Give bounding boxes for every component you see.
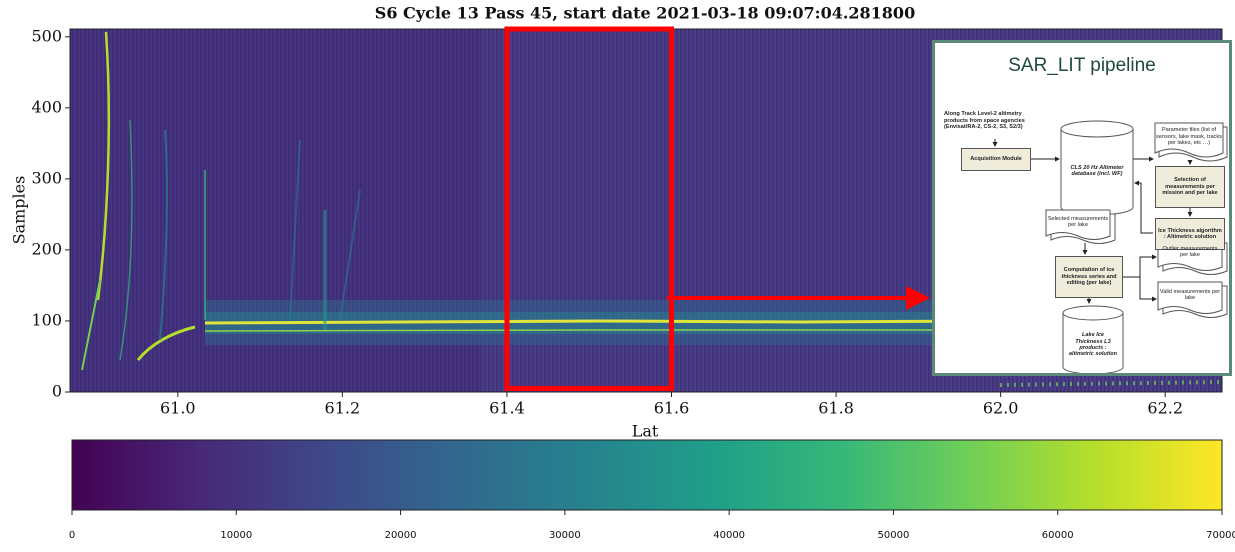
colorbar-tick-label: 30000: [549, 530, 581, 541]
colorbar-tick-label: 70000: [1206, 530, 1235, 541]
process-box: Computation of ice thickness series and …: [1055, 256, 1123, 298]
x-axis-label: Lat: [632, 422, 659, 441]
y-axis-label: Samples: [10, 176, 29, 245]
colorbar-tick-label: 50000: [878, 530, 910, 541]
x-tick-label: 61.2: [325, 399, 361, 418]
colorbar-tick-label: 40000: [713, 530, 745, 541]
source-text: Along Track Level-2 altimetry products f…: [944, 111, 1025, 131]
colorbar-tick-label: 10000: [220, 530, 252, 541]
document: Outlier measurements per lake: [1162, 245, 1218, 258]
y-tick-label: 400: [31, 97, 62, 116]
database: CLS 20 Hz Altimeter database (incl. WF): [1070, 164, 1124, 177]
x-tick-label: 61.4: [489, 399, 525, 418]
x-tick-label: 62.0: [983, 399, 1019, 418]
inset-title: SAR_LIT pipeline: [1008, 55, 1156, 76]
x-tick-label: 61.8: [818, 399, 854, 418]
process-box: Ice Thickness algorithm : Altimetric sol…: [1155, 218, 1225, 250]
colorbar: [71, 439, 1223, 511]
document: Valid measurements per lake: [1159, 288, 1221, 301]
y-tick-label: 200: [31, 239, 62, 258]
inset-connectors: [992, 120, 1228, 373]
y-tick-label: 100: [31, 310, 62, 329]
x-tick-label: 61.6: [654, 399, 690, 418]
process-box: Selection of measurements per mission an…: [1155, 166, 1225, 208]
database: Lake Ice Thickness L3 products : altimet…: [1068, 332, 1118, 358]
colorbar-tick-label: 60000: [1042, 530, 1074, 541]
process-box: Acquisition Module: [961, 148, 1031, 171]
x-tick-label: 62.2: [1147, 399, 1183, 418]
highlight-box: [504, 26, 675, 391]
colorbar-tick-label: 20000: [385, 530, 417, 541]
colorbar-tick-label: 0: [69, 530, 75, 541]
x-tick-label: 61.0: [160, 399, 196, 418]
y-tick-label: 500: [31, 26, 62, 45]
y-tick-label: 300: [31, 168, 62, 187]
y-tick-label: 0: [52, 382, 62, 401]
inset-diagram: SAR_LIT pipeline Along Track Level-2 alt…: [932, 40, 1232, 376]
document: Parameter files (list of sensors, lake m…: [1156, 127, 1222, 147]
document: Selected measurements per lake: [1047, 215, 1109, 228]
chart-title: S6 Cycle 13 Pass 45, start date 2021-03-…: [375, 4, 915, 23]
